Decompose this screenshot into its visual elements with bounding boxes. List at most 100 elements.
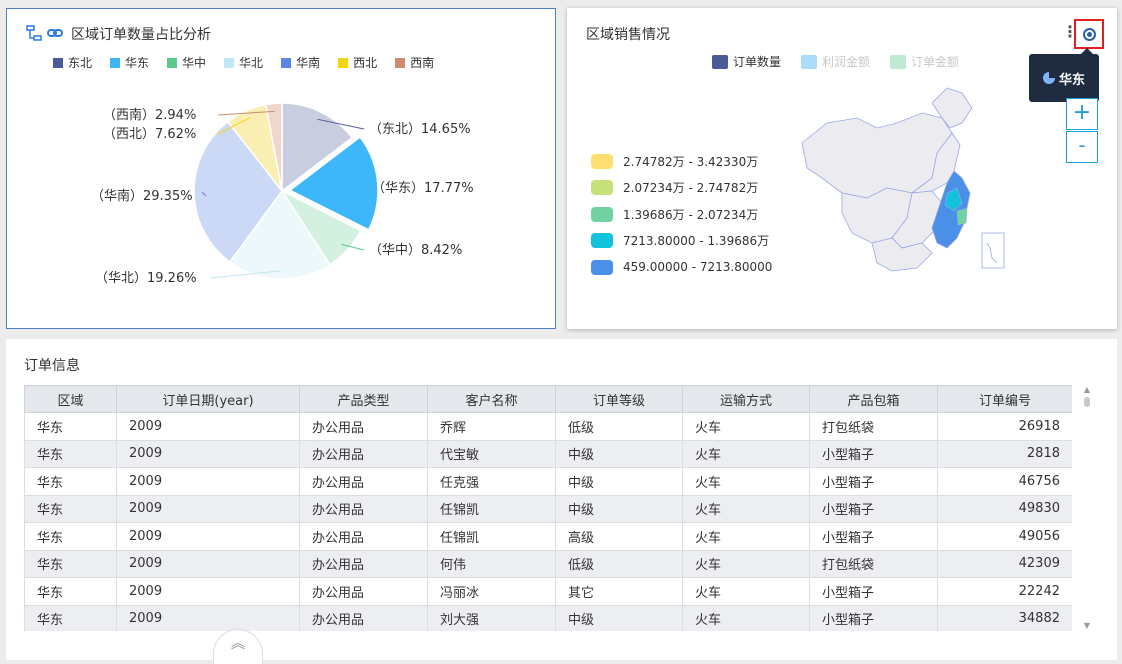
table-row[interactable]: 华东 2009 办公用品 任锦凯 高级 火车 小型箱子 49056 bbox=[24, 522, 1072, 551]
legend-label: 订单数量 bbox=[733, 55, 782, 69]
table-cell: 42309 bbox=[937, 549, 1072, 578]
table-row[interactable]: 华东 2009 办公用品 任锦凯 中级 火车 小型箱子 49830 bbox=[24, 494, 1072, 523]
pie-legend-item[interactable]: 华中 bbox=[167, 54, 206, 71]
pie-legend-item[interactable]: 西南 bbox=[395, 54, 434, 71]
legend-swatch bbox=[224, 57, 235, 68]
zoom-out-button[interactable]: - bbox=[1066, 131, 1098, 163]
visual-map-item[interactable]: 7213.80000 - 1.39686万 bbox=[591, 228, 772, 255]
table-cell: 2009 bbox=[116, 522, 300, 551]
visual-map-swatch bbox=[591, 153, 613, 169]
more-options-icon[interactable]: ⋮ bbox=[1062, 22, 1078, 41]
chevron-up-icon: ︽ bbox=[231, 636, 245, 652]
map-legend-item[interactable]: 订单数量 bbox=[712, 53, 781, 70]
legend-label: 华中 bbox=[182, 56, 207, 70]
column-header[interactable]: 订单编号 bbox=[937, 385, 1072, 413]
map-region-east[interactable] bbox=[931, 170, 971, 249]
pie-legend-item[interactable]: 东北 bbox=[53, 54, 92, 71]
pie-chart-panel: 区域订单数量占比分析 东北 华东 华中 华北 华南 西北 西南 （东北）14.65% （华东）… bbox=[6, 8, 556, 329]
table-row[interactable]: 华东 2009 办公用品 刘大强 中级 火车 小型箱子 34882 bbox=[24, 604, 1072, 631]
pie-slice[interactable] bbox=[193, 120, 283, 263]
table-row[interactable]: 华东 2009 办公用品 任克强 中级 火车 小型箱子 46756 bbox=[24, 467, 1072, 496]
pie-slice[interactable] bbox=[281, 102, 354, 193]
pie-legend-item[interactable]: 华东 bbox=[110, 54, 149, 71]
map-chart-title: 区域销售情况 bbox=[586, 27, 670, 43]
table-cell: 49056 bbox=[937, 522, 1072, 551]
pie-label-line bbox=[341, 243, 365, 251]
table-cell: 办公用品 bbox=[299, 549, 428, 578]
table-cell: 小型箱子 bbox=[809, 604, 938, 631]
pie-label-line bbox=[209, 270, 280, 279]
map-region-northeast[interactable] bbox=[931, 87, 973, 129]
column-header[interactable]: 区域 bbox=[24, 385, 117, 413]
locate-button[interactable] bbox=[1074, 19, 1104, 49]
pie-legend-item[interactable]: 西北 bbox=[338, 54, 377, 71]
region-tooltip: 华东 bbox=[1029, 48, 1099, 102]
legend-swatch bbox=[338, 57, 349, 68]
table-cell: 办公用品 bbox=[299, 439, 428, 468]
pie-data-label: （华东）17.77% bbox=[372, 181, 474, 196]
pie-slice[interactable] bbox=[228, 189, 331, 280]
visual-map-item[interactable]: 2.07234万 - 2.74782万 bbox=[591, 175, 772, 202]
legend-swatch bbox=[281, 57, 292, 68]
column-header[interactable]: 订单日期(year) bbox=[116, 385, 300, 413]
visual-map-item[interactable]: 1.39686万 - 2.07234万 bbox=[591, 201, 772, 228]
pie-legend-item[interactable]: 华北 bbox=[224, 54, 263, 71]
table-row[interactable]: 华东 2009 办公用品 代宝敏 中级 火车 小型箱子 2818 bbox=[24, 439, 1072, 468]
legend-label: 华南 bbox=[296, 56, 321, 70]
table-cell: 小型箱子 bbox=[809, 522, 938, 551]
scroll-down-icon[interactable]: ▼ bbox=[1083, 621, 1091, 630]
table-row[interactable]: 华东 2009 办公用品 何伟 低级 火车 打包纸袋 42309 bbox=[24, 549, 1072, 578]
visual-map-item[interactable]: 459.00000 - 7213.80000 bbox=[591, 254, 772, 281]
column-header[interactable]: 产品包箱 bbox=[809, 385, 938, 413]
pie-slice[interactable] bbox=[264, 102, 283, 192]
pie-legend-item[interactable]: 华南 bbox=[281, 54, 320, 71]
table-cell: 冯丽冰 bbox=[427, 577, 556, 606]
table-cell: 低级 bbox=[555, 549, 683, 578]
table-cell: 小型箱子 bbox=[809, 577, 938, 606]
table-cell: 华东 bbox=[24, 549, 117, 578]
table-cell: 46756 bbox=[937, 467, 1072, 496]
table-cell: 2818 bbox=[937, 439, 1072, 468]
map-region-north[interactable] bbox=[910, 132, 961, 194]
visual-map-item[interactable]: 2.74782万 - 3.42330万 bbox=[591, 148, 772, 175]
collapse-panel-button[interactable]: ︽ bbox=[213, 629, 263, 664]
table-cell: 34882 bbox=[937, 604, 1072, 631]
visual-map-swatch bbox=[591, 259, 613, 275]
pie-label-line bbox=[217, 117, 250, 135]
table-cell: 2009 bbox=[116, 439, 300, 468]
table-cell: 华东 bbox=[24, 522, 117, 551]
link-icon[interactable] bbox=[47, 25, 63, 41]
pie-chart-title: 区域订单数量占比分析 bbox=[71, 27, 211, 43]
table-row[interactable]: 华东 2009 办公用品 乔辉 低级 火车 打包纸袋 26918 bbox=[24, 412, 1072, 441]
pie-slice[interactable] bbox=[288, 135, 379, 231]
table-cell: 2009 bbox=[116, 549, 300, 578]
map-region-south[interactable] bbox=[871, 237, 933, 272]
table-cell: 2009 bbox=[116, 467, 300, 496]
table-cell: 其它 bbox=[555, 577, 683, 606]
column-header[interactable]: 客户名称 bbox=[427, 385, 556, 413]
hierarchy-icon[interactable] bbox=[26, 25, 42, 41]
china-map[interactable] bbox=[782, 83, 1022, 283]
pie-chart-icon bbox=[1042, 72, 1055, 84]
order-table-wrapper[interactable]: 区域 订单日期(year) 产品类型 客户名称 订单等级 运输方式 产品包箱 订单编号 华东 2… bbox=[24, 385, 1072, 631]
map-legend-item[interactable]: 利润金额 bbox=[801, 53, 870, 70]
legend-label: 西北 bbox=[353, 56, 378, 70]
table-cell: 中级 bbox=[555, 604, 683, 631]
visual-map-swatch bbox=[591, 180, 613, 196]
table-cell: 高级 bbox=[555, 522, 683, 551]
column-header[interactable]: 产品类型 bbox=[299, 385, 428, 413]
map-legend-item[interactable]: 订单金额 bbox=[890, 53, 959, 70]
legend-label: 订单金额 bbox=[911, 55, 960, 69]
table-scrollbar[interactable]: ▲ ▼ bbox=[1082, 385, 1092, 631]
scroll-thumb[interactable] bbox=[1084, 397, 1090, 407]
table-cell: 办公用品 bbox=[299, 467, 428, 496]
table-cell: 火车 bbox=[682, 467, 810, 496]
column-header[interactable]: 运输方式 bbox=[682, 385, 810, 413]
zoom-in-button[interactable]: + bbox=[1066, 98, 1098, 130]
scroll-up-icon[interactable]: ▲ bbox=[1083, 385, 1091, 394]
visual-map-label: 7213.80000 - 1.39686万 bbox=[623, 234, 770, 249]
column-header[interactable]: 订单等级 bbox=[555, 385, 683, 413]
table-cell: 华东 bbox=[24, 577, 117, 606]
table-cell: 火车 bbox=[682, 522, 810, 551]
table-row[interactable]: 华东 2009 办公用品 冯丽冰 其它 火车 小型箱子 22242 bbox=[24, 577, 1072, 606]
